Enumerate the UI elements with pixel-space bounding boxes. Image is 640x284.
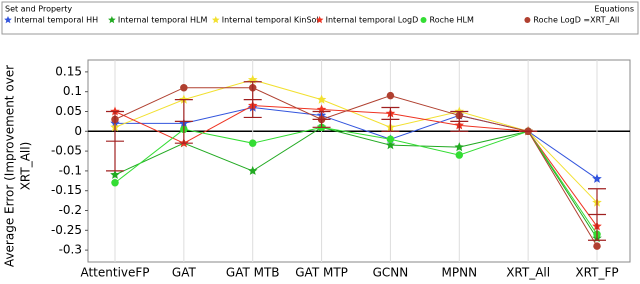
y-tick-label: 0.1: [63, 84, 82, 98]
legend-label: Roche HLM: [430, 16, 475, 25]
legend-label: Internal temporal HH: [14, 16, 98, 25]
star-marker: [315, 16, 324, 24]
series-line: [114, 87, 598, 247]
plot-frame: [87, 59, 631, 263]
circle-marker: [248, 139, 257, 147]
circle-marker: [455, 151, 464, 159]
legend-label: Internal temporal HLM: [118, 16, 208, 25]
series-line: [114, 126, 598, 239]
circle-marker: [524, 17, 531, 23]
circle-marker: [386, 135, 395, 143]
y-tick-label: -0.15: [51, 183, 82, 197]
y-tick-label: 0.15: [55, 64, 82, 78]
star-marker: [385, 140, 396, 150]
legend-subtitle: Equations: [594, 5, 634, 14]
star-marker: [110, 169, 120, 179]
x-tick-label: GAT MTB: [226, 266, 280, 280]
circle-marker: [593, 242, 601, 250]
circle-marker: [420, 17, 427, 23]
x-tick-label: GCNN: [373, 266, 409, 280]
y-tick-label: -0.2: [59, 203, 82, 217]
series-line: [114, 126, 598, 235]
circle-marker: [180, 83, 188, 92]
star-marker: [212, 16, 220, 24]
legend-label: Roche LogD =XRT_All: [533, 16, 619, 25]
y-tick-label: -0.3: [59, 243, 82, 257]
y-tick-label: 0: [74, 124, 82, 138]
y-tick-label: -0.25: [51, 223, 82, 237]
circle-marker: [111, 179, 119, 187]
star-marker: [454, 142, 464, 152]
star-marker: [592, 173, 602, 183]
x-tick-label: AttentiveFP: [80, 266, 149, 280]
series-line: [114, 79, 598, 203]
series-line: [114, 105, 598, 227]
star-marker: [4, 16, 12, 24]
x-tick-label: MPNN: [442, 266, 478, 280]
circle-marker: [386, 91, 395, 100]
legend-label: Internal temporal LogD: [326, 16, 419, 25]
star-marker: [108, 16, 116, 24]
y-tick-label: -0.1: [59, 163, 82, 177]
y-tick-label: 0.05: [55, 104, 82, 118]
star-marker: [248, 165, 258, 175]
y-axis-label: Average Error (Improvement over: [3, 65, 17, 267]
star-marker: [316, 94, 327, 104]
y-tick-label: -0.05: [51, 144, 82, 158]
x-tick-label: GAT MTP: [295, 266, 348, 280]
x-tick-label: XRT_All: [506, 266, 550, 280]
legend-label: Internal temporal KinSol: [222, 16, 319, 25]
x-tick-label: GAT: [172, 266, 197, 280]
x-tick-label: XRT_FP: [575, 266, 618, 280]
y-axis-label: XRT_All): [19, 142, 33, 191]
legend-title: Set and Property: [5, 5, 72, 14]
